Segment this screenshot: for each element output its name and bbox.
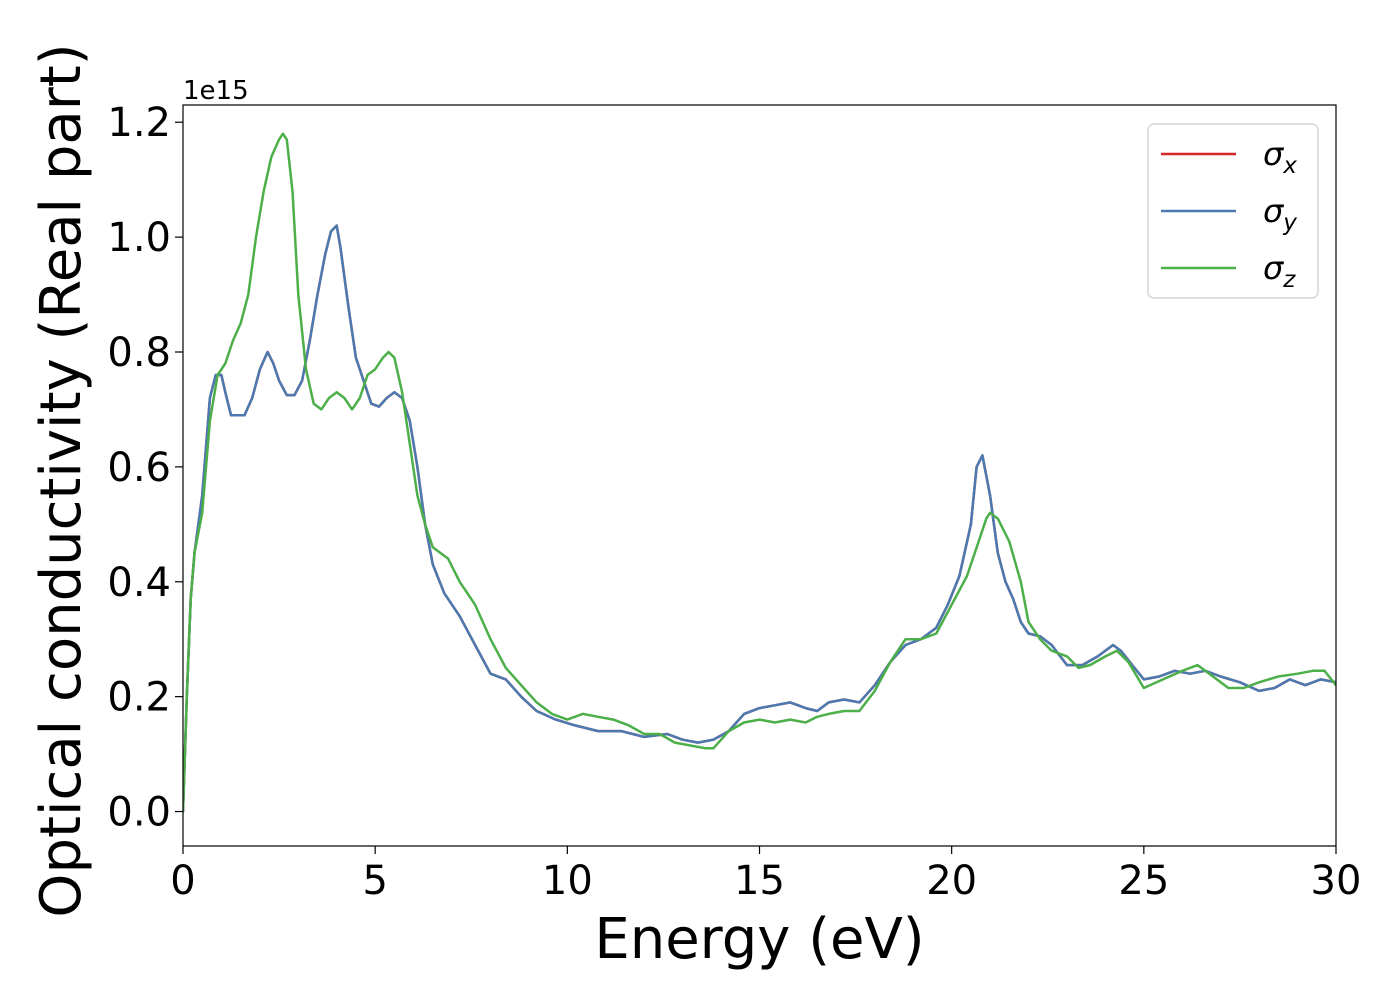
y-axis: 0.0 0.2 0.4 0.6 0.8 1.0 1.2 — [107, 100, 183, 836]
x-tick-label: 0 — [170, 858, 195, 904]
legend: σx σy σz — [1147, 123, 1319, 299]
x-tick-label: 10 — [542, 858, 593, 904]
y-tick-label: 1.0 — [107, 215, 171, 261]
x-tick-label: 25 — [1118, 858, 1169, 904]
series-line-y — [183, 224, 1336, 813]
legend-entry-z: σz — [1263, 249, 1296, 293]
y-tick-label: 0.6 — [107, 445, 171, 491]
x-tick-label: 30 — [1311, 858, 1362, 904]
x-axis-label: Energy (eV) — [594, 907, 924, 972]
series-layer — [183, 132, 1336, 813]
x-tick-label: 15 — [734, 858, 785, 904]
y-offset-label: 1e15 — [183, 76, 249, 106]
y-tick-label: 0.2 — [107, 675, 171, 721]
series-line-z — [183, 132, 1336, 813]
y-axis-label: Optical conductivity (Real part) — [29, 43, 94, 917]
y-tick-label: 0.4 — [107, 560, 171, 606]
legend-entry-y: σy — [1263, 192, 1297, 236]
x-tick-label: 20 — [926, 858, 977, 904]
y-tick-label: 0.0 — [107, 790, 171, 836]
x-axis: 0 5 10 15 20 25 30 — [170, 846, 1361, 904]
y-tick-label: 1.2 — [107, 100, 171, 146]
y-tick-label: 0.8 — [107, 330, 171, 376]
legend-entry-x: σx — [1263, 135, 1297, 179]
x-tick-label: 5 — [362, 858, 387, 904]
